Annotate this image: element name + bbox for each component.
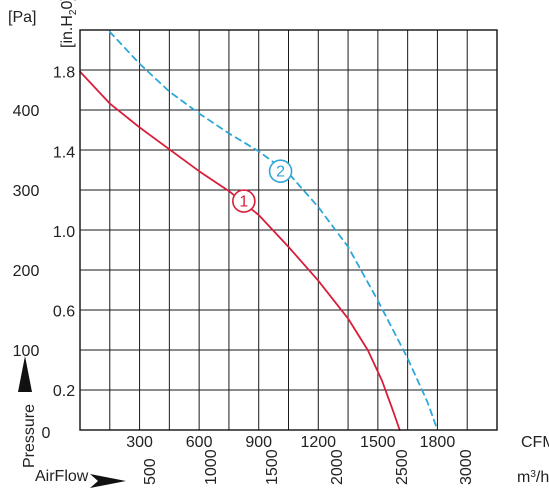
m3h-tick-label: 2500 [394,449,411,485]
cfm-unit-label: CFM [521,434,549,451]
m3h-tick-label: 1500 [264,449,281,485]
pressure-axis-label: Pressure [21,404,38,468]
grid-layer [79,29,498,431]
pa-tick-label: 100 [13,343,40,360]
series-line-2 [108,30,439,431]
pa-tick-label: 400 [13,103,40,120]
pa-unit-label: [Pa] [8,9,36,26]
inh2o-tick-label: 1.8 [53,65,75,82]
pa-zero-label: 0 [42,425,51,442]
cfm-tick-label: 900 [245,434,272,451]
m3h-superscript: 3 [530,469,536,480]
series-line-1 [79,70,401,431]
m3h-tick-label: 2000 [329,449,346,485]
pa-tick-label: 200 [13,263,40,280]
inh2o-tick-label: 1.0 [53,224,75,241]
pressure-arrow [18,356,32,392]
labels-layer: 1 2 [Pa] 100 200 300 400 0 0.2 0.6 1.0 1.4 1.8 [in.H2… [8,0,549,488]
cfm-tick-label: 600 [186,434,213,451]
m3h-tick-label: 3000 [458,449,475,485]
pa-tick-label: 300 [13,183,40,200]
series-layer [79,30,439,431]
inh2o-unit-label: [in.H20] [59,0,79,48]
m3h-tick-label: 1000 [203,449,220,485]
cfm-tick-label: 1500 [360,434,396,451]
plot-frame [79,29,498,431]
inh2o-tick-label: 1.4 [53,144,75,161]
inh2o-tick-label: 0.6 [53,304,75,321]
axes-layer [79,29,498,431]
series-label-circle-2 [268,159,293,184]
m3h-tick-label: 500 [142,458,159,485]
cfm-tick-label: 1200 [300,434,336,451]
inh2o-tick-label: 0.2 [53,383,75,400]
series-label-text-1: 1 [239,194,248,211]
airflow-axis-label: AirFlow [35,468,89,485]
series-label-text-2: 2 [276,164,285,181]
cfm-tick-label: 1800 [420,434,456,451]
series-label-circle-1 [232,189,256,213]
inh2o-subscript: 2 [68,9,79,15]
cfm-tick-label: 300 [126,434,153,451]
m3h-tail: /h [536,469,549,486]
airflow-arrow [90,474,126,488]
inh2o-tail: 0] [59,0,76,10]
m3h-unit-label: m3/h [517,469,549,487]
